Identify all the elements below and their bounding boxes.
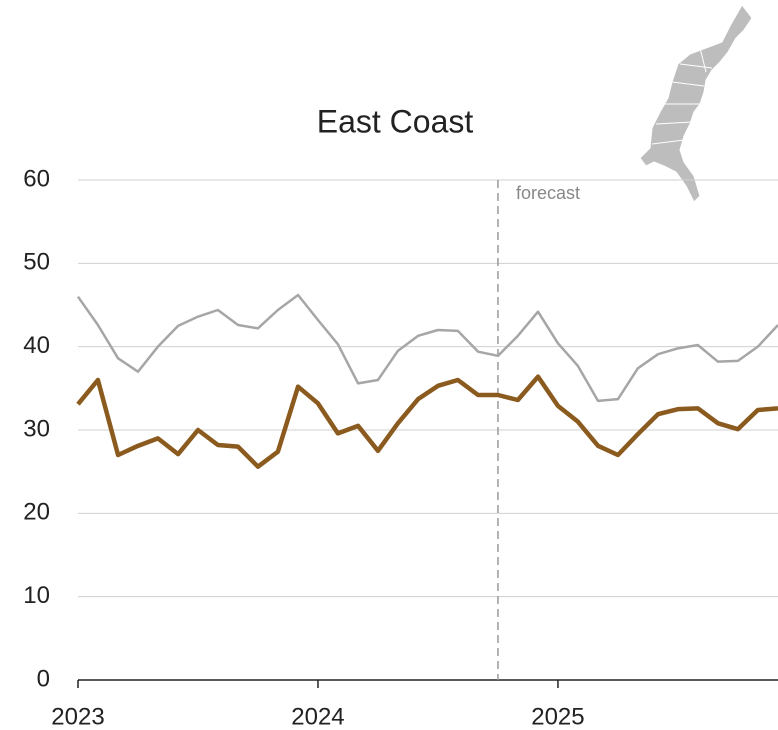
- x-tick-label: 2023: [51, 703, 104, 730]
- annotation: forecast: [516, 183, 580, 203]
- map-borders: [651, 47, 713, 145]
- x-tick-label: 2024: [291, 703, 344, 730]
- y-tick-label: 50: [23, 249, 50, 276]
- y-tick-label: 10: [23, 582, 50, 609]
- series-line: [76, 293, 778, 403]
- y-tick-label: 0: [37, 665, 50, 692]
- region-map: [639, 4, 753, 203]
- y-tick-label: 30: [23, 415, 50, 442]
- series-line: [76, 374, 778, 469]
- x-tick-label: 2025: [531, 703, 584, 730]
- y-tick-label: 20: [23, 499, 50, 526]
- chart-title: East Coast: [317, 103, 474, 139]
- y-tick-label: 40: [23, 332, 50, 359]
- y-tick-label: 60: [23, 165, 50, 192]
